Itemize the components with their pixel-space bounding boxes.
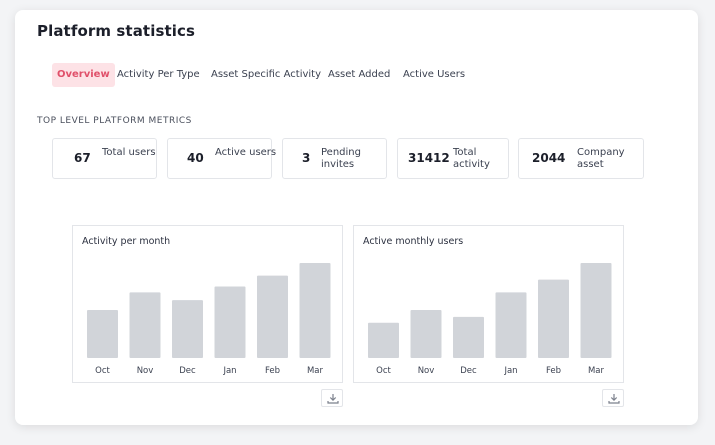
bar-dec <box>172 300 203 358</box>
bar-oct <box>368 322 399 358</box>
chart-active-monthly-users: Active monthly users Oct Nov Dec Jan Feb Mar <box>353 225 624 383</box>
x-tick-label: Mar <box>307 366 324 376</box>
x-tick-label: Jan <box>222 366 236 376</box>
metric-total-users: 67 Total users <box>52 138 157 179</box>
download-button[interactable] <box>602 389 624 407</box>
x-tick-label: Feb <box>265 366 280 376</box>
metric-value: 67 <box>74 151 91 165</box>
metric-value: 31412 <box>408 151 450 165</box>
chart-activity-per-month: Activity per month Oct Nov Dec Jan Feb Mar <box>72 225 343 383</box>
bar-oct <box>87 309 118 358</box>
bar-feb <box>257 275 288 358</box>
bar-dec <box>453 316 484 358</box>
x-tick-label: Dec <box>460 366 477 376</box>
tab-asset-added[interactable]: Asset Added <box>328 69 391 80</box>
metric-label: Total activity <box>453 147 490 170</box>
download-icon <box>608 394 620 404</box>
metric-pending-invites: 3 Pending invites <box>282 138 387 179</box>
bar-mar <box>580 262 612 358</box>
bar-jan <box>214 286 246 358</box>
metric-label: Company asset <box>577 147 625 170</box>
metric-active-users: 40 Active users <box>167 138 276 179</box>
bar-jan <box>495 292 527 358</box>
bar-chart-svg: Oct Nov Dec Jan Feb Mar <box>368 262 612 376</box>
tab-active-users[interactable]: Active Users <box>403 69 466 80</box>
bar-nov <box>410 309 442 358</box>
x-tick-label: Jan <box>503 366 517 376</box>
download-icon <box>327 394 339 404</box>
download-button[interactable] <box>321 389 343 407</box>
metric-value: 3 <box>302 151 311 165</box>
bar-mar <box>299 262 331 358</box>
bar-chart-svg: Oct Nov Dec Jan Feb Mar <box>87 262 331 376</box>
x-tick-label: Oct <box>95 366 110 376</box>
metric-total-activity: 31412 Total activity <box>397 138 509 179</box>
metric-label: Active users <box>215 147 277 158</box>
chart-title: Active monthly users <box>363 236 464 247</box>
metric-label: Pending invites <box>321 147 361 170</box>
metric-label: Total users <box>102 147 156 158</box>
metric-company-asset: 2044 Company asset <box>518 138 644 179</box>
x-tick-label: Nov <box>418 366 435 376</box>
page-title: Platform statistics <box>37 22 196 40</box>
metric-value: 2044 <box>532 151 566 165</box>
x-tick-label: Mar <box>588 366 605 376</box>
tab-activity-per-type[interactable]: Activity Per Type <box>117 69 200 80</box>
bar-feb <box>538 279 569 358</box>
x-tick-label: Feb <box>546 366 561 376</box>
section-label: TOP LEVEL PLATFORM METRICS <box>37 116 192 126</box>
x-tick-label: Oct <box>376 366 391 376</box>
bar-nov <box>129 292 161 358</box>
tab-overview[interactable]: Overview <box>52 63 115 87</box>
x-tick-label: Dec <box>179 366 196 376</box>
tab-asset-specific-activity[interactable]: Asset Specific Activity <box>211 69 322 80</box>
chart-title: Activity per month <box>82 236 171 247</box>
x-tick-label: Nov <box>137 366 154 376</box>
metric-value: 40 <box>187 151 204 165</box>
